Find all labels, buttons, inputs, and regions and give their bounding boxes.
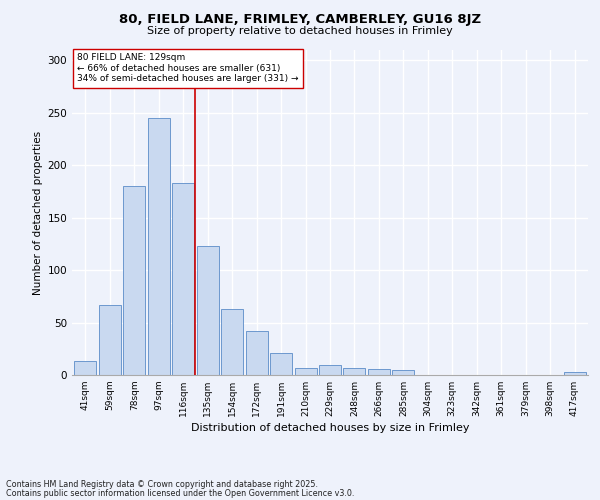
Bar [343, 368, 365, 375]
Bar [74, 362, 97, 375]
Text: Size of property relative to detached houses in Frimley: Size of property relative to detached ho… [147, 26, 453, 36]
Bar [368, 368, 390, 375]
Bar [392, 370, 415, 375]
X-axis label: Distribution of detached houses by size in Frimley: Distribution of detached houses by size … [191, 423, 469, 433]
Bar [148, 118, 170, 375]
Text: 80, FIELD LANE, FRIMLEY, CAMBERLEY, GU16 8JZ: 80, FIELD LANE, FRIMLEY, CAMBERLEY, GU16… [119, 12, 481, 26]
Bar [197, 246, 219, 375]
Text: 80 FIELD LANE: 129sqm
← 66% of detached houses are smaller (631)
34% of semi-det: 80 FIELD LANE: 129sqm ← 66% of detached … [77, 53, 299, 83]
Y-axis label: Number of detached properties: Number of detached properties [33, 130, 43, 294]
Bar [99, 305, 121, 375]
Bar [270, 353, 292, 375]
Bar [295, 368, 317, 375]
Bar [563, 372, 586, 375]
Bar [245, 331, 268, 375]
Text: Contains HM Land Registry data © Crown copyright and database right 2025.: Contains HM Land Registry data © Crown c… [6, 480, 318, 489]
Bar [172, 183, 194, 375]
Bar [124, 186, 145, 375]
Bar [319, 364, 341, 375]
Bar [221, 309, 243, 375]
Text: Contains public sector information licensed under the Open Government Licence v3: Contains public sector information licen… [6, 488, 355, 498]
